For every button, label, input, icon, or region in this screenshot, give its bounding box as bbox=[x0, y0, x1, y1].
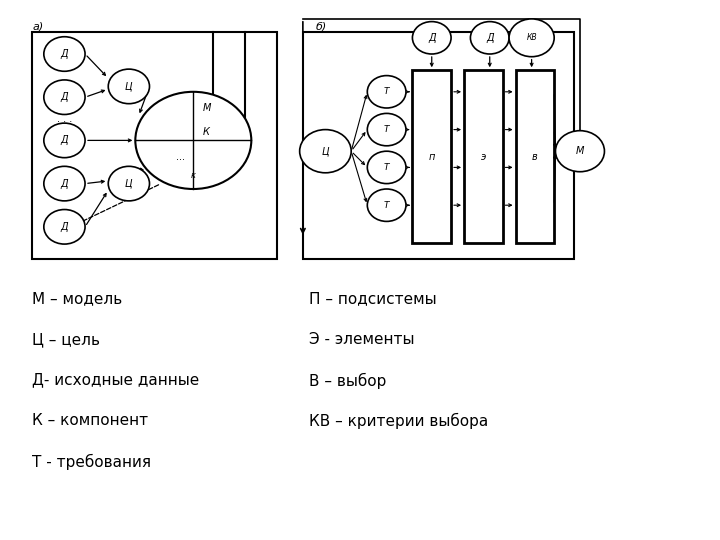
Circle shape bbox=[509, 19, 554, 57]
Text: Т: Т bbox=[384, 201, 390, 210]
Text: Д: Д bbox=[486, 33, 493, 43]
Text: Д: Д bbox=[60, 92, 68, 102]
Text: Д- исходные данные: Д- исходные данные bbox=[32, 373, 199, 388]
Bar bbox=[464, 70, 503, 243]
Text: п: п bbox=[428, 152, 435, 161]
Circle shape bbox=[44, 37, 85, 71]
Text: КВ: КВ bbox=[526, 33, 537, 42]
Text: М – модель: М – модель bbox=[32, 292, 122, 307]
Bar bbox=[303, 32, 574, 259]
Text: э: э bbox=[481, 152, 486, 161]
Text: Т: Т bbox=[384, 125, 390, 134]
Circle shape bbox=[413, 22, 451, 54]
Circle shape bbox=[44, 210, 85, 244]
Text: Д: Д bbox=[60, 49, 68, 59]
Text: Т: Т bbox=[384, 87, 390, 96]
Text: Д: Д bbox=[60, 179, 68, 188]
Circle shape bbox=[300, 130, 351, 173]
Text: М: М bbox=[203, 103, 212, 113]
Text: Д: Д bbox=[60, 136, 68, 145]
Text: . . .: . . . bbox=[57, 114, 72, 124]
Circle shape bbox=[367, 189, 406, 221]
Text: Ц – цель: Ц – цель bbox=[32, 332, 100, 347]
Text: Ц: Ц bbox=[322, 146, 329, 156]
Text: к: к bbox=[191, 171, 196, 180]
Circle shape bbox=[555, 131, 605, 172]
Text: Т - требования: Т - требования bbox=[32, 454, 151, 470]
Circle shape bbox=[367, 151, 406, 184]
Circle shape bbox=[108, 166, 150, 201]
Text: М: М bbox=[576, 146, 584, 156]
Circle shape bbox=[108, 69, 150, 104]
Text: К – компонент: К – компонент bbox=[32, 413, 148, 428]
Text: Э - элементы: Э - элементы bbox=[310, 332, 415, 347]
Circle shape bbox=[367, 76, 406, 108]
Bar bbox=[32, 32, 277, 259]
Text: в: в bbox=[532, 152, 538, 161]
Text: П – подсистемы: П – подсистемы bbox=[310, 292, 437, 307]
Text: КВ – критерии выбора: КВ – критерии выбора bbox=[310, 413, 489, 429]
Text: Т: Т bbox=[384, 163, 390, 172]
Text: а): а) bbox=[32, 22, 43, 32]
Text: Д: Д bbox=[428, 33, 436, 43]
Text: б): б) bbox=[316, 22, 327, 32]
Circle shape bbox=[44, 166, 85, 201]
Circle shape bbox=[44, 123, 85, 158]
Circle shape bbox=[367, 113, 406, 146]
Circle shape bbox=[135, 92, 251, 189]
Text: Ц: Ц bbox=[125, 82, 132, 91]
Text: В – выбор: В – выбор bbox=[310, 373, 387, 389]
Bar bbox=[516, 70, 554, 243]
Circle shape bbox=[470, 22, 509, 54]
Circle shape bbox=[44, 80, 85, 114]
Text: Д: Д bbox=[60, 222, 68, 232]
Bar bbox=[413, 70, 451, 243]
Text: К: К bbox=[203, 127, 210, 137]
Text: ...: ... bbox=[176, 152, 185, 161]
Text: Ц: Ц bbox=[125, 179, 132, 188]
